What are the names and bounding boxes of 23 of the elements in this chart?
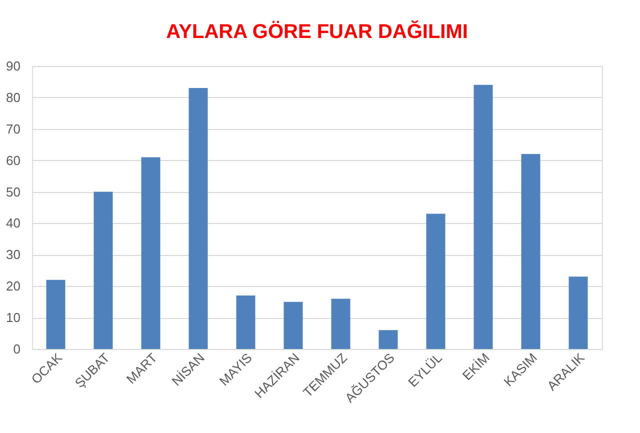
bar xyxy=(474,84,493,349)
bar xyxy=(378,330,398,349)
bar xyxy=(568,276,588,349)
bar xyxy=(426,214,446,349)
bar xyxy=(521,154,540,349)
y-tick-label: 80 xyxy=(6,90,20,105)
bar xyxy=(141,157,160,349)
y-tick-label: 20 xyxy=(6,278,20,294)
bar xyxy=(284,302,303,349)
y-tick-label: 90 xyxy=(6,58,20,74)
bar xyxy=(331,298,350,349)
y-tick-label: 30 xyxy=(6,247,20,262)
y-tick-label: 50 xyxy=(6,184,20,200)
y-tick-label: 0 xyxy=(13,342,20,356)
y-tick-label: 70 xyxy=(6,121,20,136)
chart-title: AYLARA GÖRE FUAR DAĞILIMI xyxy=(166,20,468,43)
bar xyxy=(236,296,256,349)
bar xyxy=(94,192,113,349)
y-tick-label: 60 xyxy=(6,152,20,168)
y-tick-label: 10 xyxy=(6,310,20,326)
bar xyxy=(188,88,208,349)
bar xyxy=(46,280,66,349)
y-tick-label: 40 xyxy=(6,216,20,231)
